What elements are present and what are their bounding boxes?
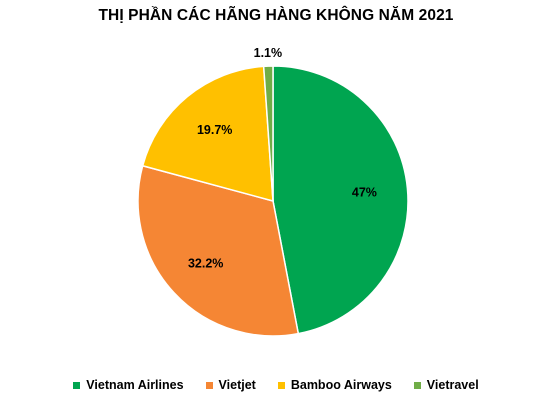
- data-label-bamboo-airways: 19.7%: [197, 123, 232, 137]
- pie-slice-vietjet: [137, 164, 300, 337]
- legend-label: Vietravel: [426, 378, 479, 392]
- legend: Vietnam Airlines Vietjet Bamboo Airways Vie…: [0, 378, 552, 392]
- legend-swatch-vietravel: [413, 381, 421, 389]
- legend-item-vietnam-airlines: Vietnam Airlines: [73, 378, 184, 392]
- data-label-vietjet: 32.2%: [188, 256, 223, 270]
- data-label-vietravel: 1.1%: [254, 46, 283, 60]
- legend-swatch-vietjet: [205, 381, 213, 389]
- pie-slice-vietnam-airlines: [272, 65, 409, 335]
- legend-item-bamboo-airways: Bamboo Airways: [277, 378, 392, 392]
- legend-label: Vietjet: [218, 378, 256, 392]
- pie-labels: 47% 32.2% 19.7% 1.1%: [188, 46, 377, 270]
- pie-slice-bamboo-airways: [141, 65, 274, 202]
- pie-slices: [137, 65, 409, 337]
- legend-swatch-bamboo-airways: [277, 381, 285, 389]
- legend-label: Bamboo Airways: [290, 378, 392, 392]
- data-label-vietnam-airlines: 47%: [352, 185, 377, 199]
- legend-item-vietravel: Vietravel: [413, 378, 479, 392]
- legend-label: Vietnam Airlines: [86, 378, 184, 392]
- legend-swatch-vietnam-airlines: [73, 381, 81, 389]
- pie-slice-vietravel: [262, 65, 274, 202]
- legend-item-vietjet: Vietjet: [205, 378, 256, 392]
- chart-title: THỊ PHẦN CÁC HÃNG HÀNG KHÔNG NĂM 2021: [98, 7, 454, 24]
